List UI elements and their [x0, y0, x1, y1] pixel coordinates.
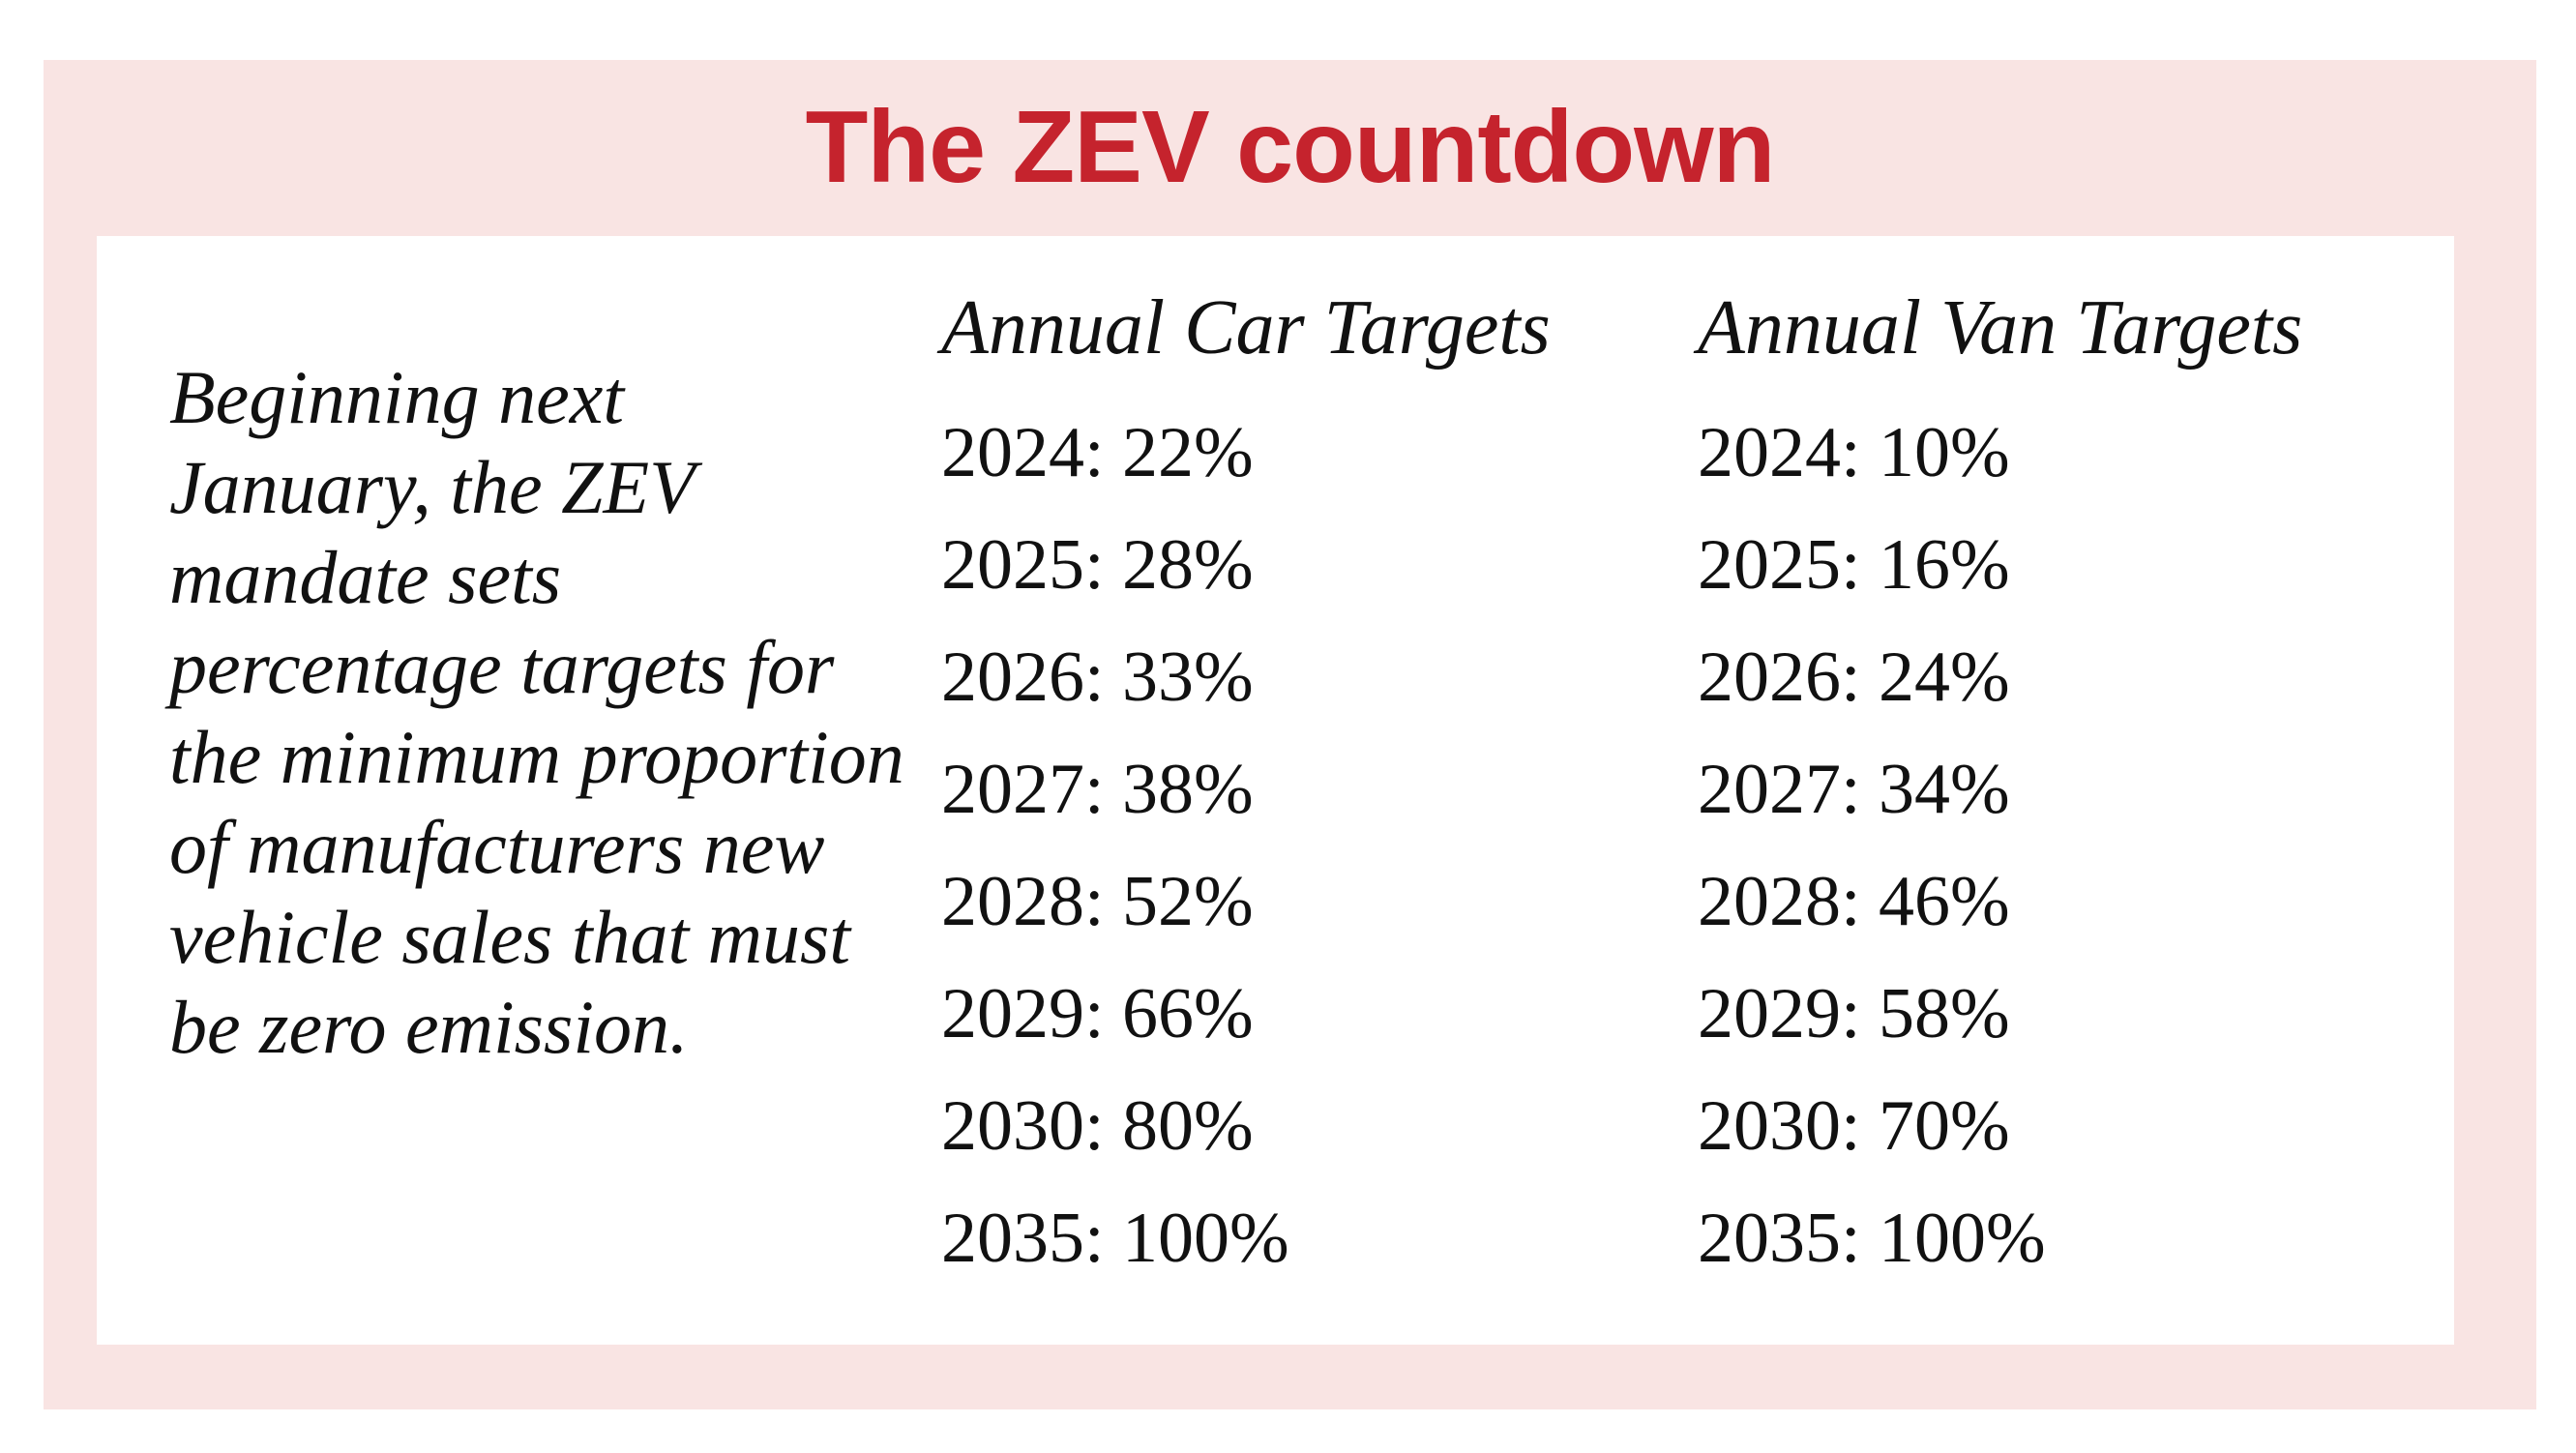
van-target-row: 2028: 46% — [1698, 862, 2010, 941]
car-targets-header: Annual Car Targets — [941, 285, 1551, 371]
van-targets-list: 2024: 10% 2025: 16% 2026: 24% 2027: 34% … — [1698, 397, 2302, 1294]
van-targets-header: Annual Van Targets — [1698, 285, 2303, 371]
car-target-row: 2025: 28% — [941, 525, 1254, 605]
car-targets-column: Annual Car Targets 2024: 22% 2025: 28% 2… — [941, 275, 1551, 1294]
car-target-row: 2030: 80% — [941, 1086, 1254, 1166]
car-target-row: 2024: 22% — [941, 413, 1254, 492]
van-target-row: 2027: 34% — [1698, 750, 2010, 829]
van-target-row: 2035: 100% — [1698, 1199, 2046, 1278]
car-target-row: 2026: 33% — [941, 638, 1254, 717]
car-target-row: 2027: 38% — [941, 750, 1254, 829]
van-target-row: 2024: 10% — [1698, 413, 2010, 492]
van-target-row: 2025: 16% — [1698, 525, 2010, 605]
zev-infographic-panel: The ZEV countdown Beginning next January… — [44, 60, 2536, 1409]
infographic-title: The ZEV countdown — [805, 90, 1776, 204]
car-target-row: 2035: 100% — [941, 1199, 1289, 1278]
car-targets-list: 2024: 22% 2025: 28% 2026: 33% 2027: 38% … — [941, 397, 1551, 1294]
van-target-row: 2030: 70% — [1698, 1086, 2010, 1166]
car-target-row: 2029: 66% — [941, 974, 1254, 1053]
van-target-row: 2029: 58% — [1698, 974, 2010, 1053]
car-target-row: 2028: 52% — [941, 862, 1254, 941]
van-targets-column: Annual Van Targets 2024: 10% 2025: 16% 2… — [1698, 275, 2302, 1294]
targets-card: Beginning next January, the ZEV mandate … — [97, 236, 2454, 1345]
mandate-description: Beginning next January, the ZEV mandate … — [169, 355, 904, 1069]
van-target-row: 2026: 24% — [1698, 638, 2010, 717]
